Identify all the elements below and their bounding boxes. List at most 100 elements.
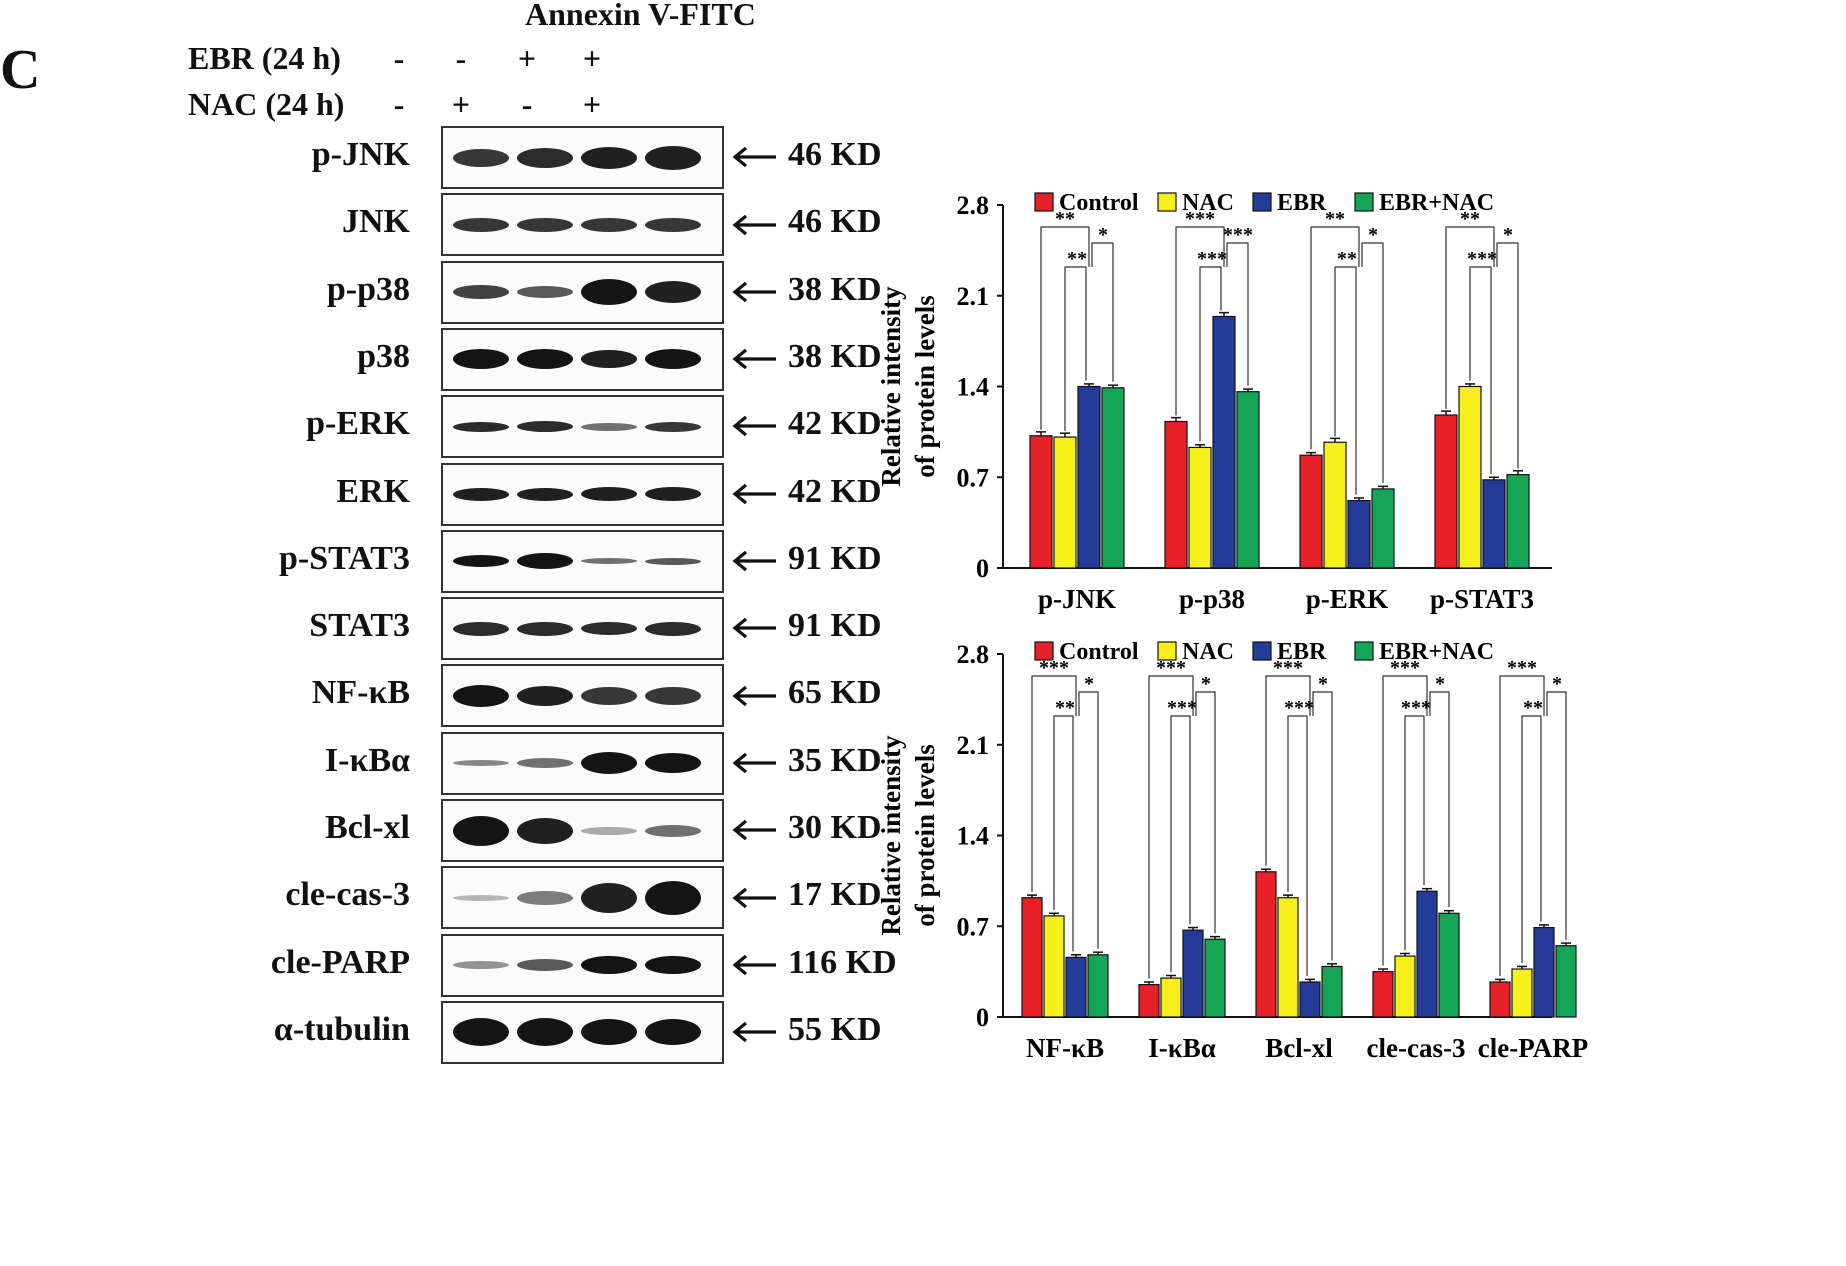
significance-label: * [1201, 673, 1211, 695]
blot-molecular-weight: 116 KD [732, 944, 897, 982]
blot-band [581, 350, 637, 369]
blot-band [581, 1019, 637, 1046]
significance-bracket [1546, 691, 1567, 940]
legend-label: Control [1059, 639, 1139, 665]
condition-label-nac: NAC (24 h) [188, 86, 345, 122]
y-tick-label: 0.7 [957, 912, 990, 941]
sign-ebr-lane1: - [393, 40, 405, 76]
bar [1394, 955, 1416, 1018]
significance-bracket [1429, 691, 1450, 908]
bar [1053, 436, 1077, 569]
blot-band [645, 824, 701, 837]
significance-bracket [1310, 226, 1360, 450]
arrow-left-icon [732, 1021, 776, 1043]
significance-bracket [1199, 266, 1222, 442]
blot-strip [441, 395, 724, 459]
arrow-left-icon [732, 954, 776, 976]
blot-mw-text: 116 KD [788, 943, 897, 981]
blot-mw-text: 38 KD [788, 337, 882, 375]
blot-protein-label: p-STAT3 [278, 539, 410, 577]
bar [1555, 945, 1577, 1018]
blot-protein-label: Bcl-xl [325, 809, 410, 846]
significance-bracket [1521, 715, 1542, 964]
legend-label: NAC [1182, 639, 1234, 665]
condition-label-ebr: EBR (24 h) [188, 40, 341, 76]
significance-bracket [1361, 242, 1384, 483]
bar [1204, 938, 1226, 1018]
blot-strip [441, 1000, 724, 1064]
blot-strip [441, 799, 724, 862]
bar [1371, 488, 1395, 569]
blot-band [581, 622, 637, 636]
blot-molecular-weight: 55 KD [732, 1011, 882, 1049]
significance-label: *** [1039, 657, 1069, 679]
blot-mw-text: 42 KD [788, 472, 882, 510]
y-tick-label: 2.1 [957, 282, 990, 311]
blot-title: Annexin V-FITC [525, 0, 756, 32]
bar [1511, 968, 1533, 1018]
significance-bracket [1040, 226, 1090, 430]
bar [1299, 454, 1323, 569]
blot-band [517, 758, 573, 769]
blot-molecular-weight: 30 KD [732, 809, 882, 847]
blot-band [453, 217, 509, 232]
legend-label: EBR+NAC [1379, 190, 1494, 216]
bar [1255, 871, 1277, 1018]
blot-band [517, 217, 573, 232]
blot-protein-label: ERK [336, 472, 410, 510]
significance-label: *** [1197, 248, 1227, 270]
bar [1164, 420, 1188, 569]
significance-label: *** [1401, 697, 1431, 719]
blot-strip [441, 327, 724, 391]
significance-label: ** [1067, 248, 1087, 270]
legend-swatch [1157, 641, 1177, 661]
blot-protein-label: cle-cas-3 [285, 876, 410, 914]
blot-band [581, 217, 637, 232]
bar [1438, 912, 1460, 1018]
blot-molecular-weight: 46 KD [732, 136, 882, 174]
x-tick-label: cle-cas-3 [1367, 1033, 1466, 1063]
significance-bracket [1175, 226, 1225, 416]
blot-band [517, 685, 573, 706]
blot-molecular-weight: 35 KD [732, 742, 882, 780]
blot-band [517, 959, 573, 972]
blot-mw-text: 35 KD [788, 741, 882, 779]
significance-label: *** [1467, 248, 1497, 270]
x-tick-label: p-STAT3 [1430, 584, 1534, 614]
y-tick-label: 1.4 [957, 822, 990, 851]
blot-band [645, 349, 701, 370]
blot-band [645, 1019, 701, 1046]
significance-label: ** [1055, 208, 1075, 230]
arrow-left-icon [732, 685, 776, 706]
x-tick-label: I-κBα [1148, 1033, 1216, 1063]
blot-band [517, 349, 573, 370]
bar [1101, 387, 1125, 569]
blot-mw-text: 46 KD [788, 203, 882, 241]
significance-bracket [1499, 675, 1545, 976]
blot-protein-label: p-JNK [311, 136, 410, 173]
bar [1323, 441, 1347, 569]
legend-label: NAC [1182, 190, 1234, 216]
y-axis-label: Relative intensity [876, 735, 906, 936]
y-axis-label: of protein levels [910, 744, 940, 926]
blot-band [581, 146, 637, 169]
significance-label: * [1368, 224, 1378, 246]
x-tick-label: p-JNK [1038, 584, 1116, 614]
blot-band [453, 148, 509, 167]
blot-band [517, 890, 573, 905]
blot-strip [441, 731, 724, 795]
x-tick-label: cle-PARP [1478, 1033, 1588, 1063]
blot-band [645, 145, 701, 170]
bar [1077, 385, 1101, 569]
blot-molecular-weight: 91 KD [732, 607, 882, 645]
blot-band [581, 882, 637, 913]
blot-mw-text: 46 KD [788, 136, 882, 173]
significance-label: *** [1156, 657, 1186, 679]
blot-protein-label: p-p38 [326, 270, 410, 308]
significance-bracket [1078, 691, 1099, 949]
blot-molecular-weight: 38 KD [732, 338, 882, 376]
bar [1347, 499, 1371, 569]
significance-bracket [1170, 715, 1191, 973]
significance-label: ** [1337, 248, 1357, 270]
significance-bracket [1148, 675, 1194, 979]
